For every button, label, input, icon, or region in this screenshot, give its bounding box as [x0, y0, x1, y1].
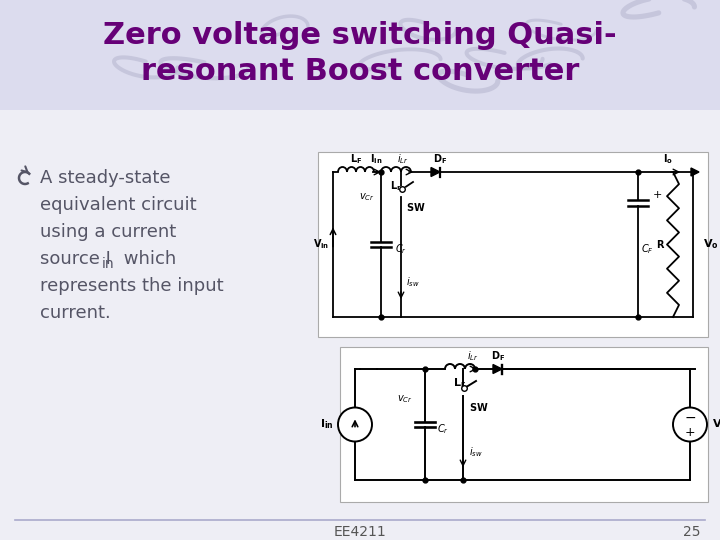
Text: source I: source I — [40, 250, 111, 268]
Text: 25: 25 — [683, 525, 700, 539]
Text: $\mathbf{L_r}$: $\mathbf{L_r}$ — [454, 376, 467, 390]
Text: $\mathbf{R}$: $\mathbf{R}$ — [657, 239, 666, 251]
Bar — [318, 152, 708, 337]
Polygon shape — [431, 167, 440, 177]
Text: represents the input: represents the input — [40, 277, 224, 295]
Text: $\mathbf{L_F}$: $\mathbf{L_F}$ — [350, 152, 362, 166]
Text: $-$: $-$ — [684, 409, 696, 423]
Text: $v_{Cr}$: $v_{Cr}$ — [359, 191, 375, 203]
Text: using a current: using a current — [40, 223, 176, 241]
Text: $\mathbf{L_r}$: $\mathbf{L_r}$ — [390, 179, 402, 193]
Text: $C_F$: $C_F$ — [641, 242, 654, 256]
Text: $\mathbf{V_o}$: $\mathbf{V_o}$ — [703, 238, 719, 252]
Bar — [340, 347, 708, 502]
Text: $i_{sw}$: $i_{sw}$ — [469, 445, 483, 459]
Text: $C_r$: $C_r$ — [437, 423, 449, 436]
Text: current.: current. — [40, 304, 111, 322]
Text: A steady-state: A steady-state — [40, 169, 171, 187]
Text: equivalent circuit: equivalent circuit — [40, 196, 197, 214]
Text: $+$: $+$ — [685, 426, 696, 439]
Text: $\mathbf{V_{in}}$: $\mathbf{V_{in}}$ — [312, 238, 329, 252]
Circle shape — [338, 408, 372, 442]
Text: $v_{Cr}$: $v_{Cr}$ — [397, 393, 413, 405]
Text: in: in — [102, 257, 114, 271]
Text: $\mathbf{SW}$: $\mathbf{SW}$ — [406, 201, 426, 213]
Text: which: which — [118, 250, 176, 268]
Text: $i_{sw}$: $i_{sw}$ — [406, 275, 420, 289]
Text: $\mathbf{V_o}$: $\mathbf{V_o}$ — [712, 417, 720, 431]
Text: Zero voltage switching Quasi-: Zero voltage switching Quasi- — [103, 21, 617, 50]
Text: EE4211: EE4211 — [333, 525, 387, 539]
Text: $\mathbf{I_o}$: $\mathbf{I_o}$ — [663, 152, 673, 166]
Text: resonant Boost converter: resonant Boost converter — [141, 57, 579, 86]
Text: $\mathbf{I_{in}}$: $\mathbf{I_{in}}$ — [320, 417, 334, 431]
Polygon shape — [691, 168, 699, 176]
Circle shape — [673, 408, 707, 442]
Text: $+$: $+$ — [652, 188, 662, 199]
Text: $i_{Lr}$: $i_{Lr}$ — [397, 152, 409, 166]
Text: $\mathbf{I_{in}}$: $\mathbf{I_{in}}$ — [370, 152, 382, 166]
Text: $C_r$: $C_r$ — [395, 242, 407, 256]
Polygon shape — [493, 364, 502, 374]
Text: $\mathbf{D_F}$: $\mathbf{D_F}$ — [491, 349, 505, 363]
Text: $i_{Lr}$: $i_{Lr}$ — [467, 349, 479, 363]
Text: $\mathbf{D_F}$: $\mathbf{D_F}$ — [433, 152, 447, 166]
Bar — [0, 0, 720, 110]
Text: $\mathbf{SW}$: $\mathbf{SW}$ — [469, 401, 488, 413]
